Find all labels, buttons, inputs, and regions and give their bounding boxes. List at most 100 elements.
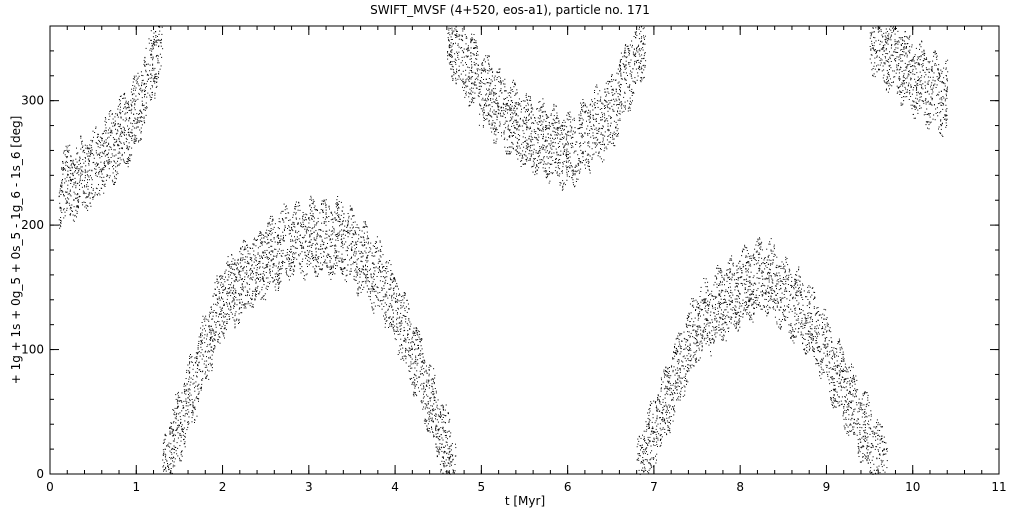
- data-point: [431, 386, 433, 388]
- data-point: [257, 253, 259, 255]
- data-point: [240, 270, 242, 272]
- data-point: [311, 199, 312, 201]
- data-point: [429, 411, 431, 413]
- data-point: [440, 469, 442, 471]
- data-point: [249, 253, 251, 255]
- data-point: [159, 26, 160, 28]
- data-point: [487, 115, 489, 117]
- data-point: [342, 259, 344, 261]
- data-point: [151, 85, 153, 86]
- data-point: [109, 111, 111, 113]
- data-point: [349, 230, 351, 232]
- data-point: [491, 116, 493, 118]
- data-point: [363, 269, 364, 271]
- data-point: [172, 464, 174, 466]
- data-point: [433, 382, 435, 383]
- data-point: [393, 292, 395, 294]
- data-point: [83, 149, 85, 151]
- data-point: [438, 449, 439, 451]
- data-point: [218, 281, 220, 283]
- data-point: [522, 150, 524, 152]
- data-point: [617, 110, 618, 112]
- data-point: [608, 115, 610, 117]
- data-point: [59, 202, 61, 204]
- data-point: [368, 238, 370, 240]
- data-point: [156, 85, 158, 87]
- data-point: [94, 168, 96, 170]
- data-point: [93, 157, 95, 159]
- data-point: [392, 320, 394, 322]
- data-point: [71, 163, 73, 165]
- data-point: [437, 455, 438, 457]
- data-point: [635, 37, 636, 38]
- data-point: [337, 255, 339, 257]
- data-point: [216, 304, 218, 306]
- data-point: [315, 271, 317, 272]
- data-point: [310, 197, 312, 199]
- data-point: [290, 262, 292, 264]
- data-point: [241, 312, 243, 314]
- data-point: [451, 55, 453, 57]
- data-point: [536, 122, 538, 124]
- data-point: [405, 338, 407, 340]
- data-point: [136, 78, 138, 80]
- data-point: [139, 110, 141, 112]
- data-point: [184, 382, 185, 384]
- data-point: [226, 293, 228, 295]
- data-point: [177, 393, 179, 395]
- data-point: [234, 291, 236, 293]
- data-point: [223, 332, 225, 334]
- data-point: [192, 412, 194, 414]
- data-point: [365, 252, 367, 254]
- data-point: [561, 128, 563, 130]
- data-point: [201, 322, 203, 323]
- data-point: [295, 230, 297, 232]
- data-point: [401, 344, 403, 346]
- data-point: [448, 471, 450, 473]
- data-point: [541, 130, 543, 132]
- data-point: [422, 362, 424, 364]
- data-point: [452, 469, 454, 471]
- data-point: [410, 342, 412, 344]
- data-point: [284, 226, 286, 228]
- data-point: [572, 174, 574, 176]
- data-point: [607, 135, 609, 137]
- data-point: [542, 98, 544, 100]
- data-point: [278, 286, 280, 288]
- data-point: [452, 454, 454, 456]
- data-point: [409, 321, 411, 323]
- data-point: [87, 205, 89, 207]
- data-point: [530, 103, 532, 105]
- data-point: [197, 388, 199, 390]
- data-point: [389, 288, 391, 290]
- data-point: [220, 328, 222, 330]
- data-point: [506, 152, 508, 154]
- data-point: [432, 408, 434, 410]
- data-point: [516, 145, 518, 147]
- data-point: [164, 438, 166, 440]
- data-point: [163, 454, 164, 456]
- data-point: [454, 472, 455, 474]
- data-point: [187, 426, 189, 428]
- data-point: [111, 122, 113, 124]
- data-point: [485, 119, 487, 120]
- data-point: [630, 75, 632, 77]
- data-point: [309, 245, 310, 247]
- data-point: [308, 222, 310, 224]
- data-point: [281, 261, 283, 263]
- data-point: [156, 54, 158, 56]
- data-point: [128, 132, 130, 134]
- data-point: [331, 267, 332, 269]
- data-point: [291, 266, 293, 268]
- data-point: [315, 224, 317, 226]
- data-point: [153, 32, 155, 34]
- data-point: [448, 462, 450, 464]
- data-point: [176, 429, 178, 431]
- data-point: [144, 109, 146, 111]
- data-point: [193, 382, 195, 384]
- data-point: [366, 274, 368, 276]
- data-point: [103, 145, 105, 147]
- data-point: [250, 248, 252, 249]
- data-point: [221, 331, 223, 333]
- data-point: [252, 247, 254, 249]
